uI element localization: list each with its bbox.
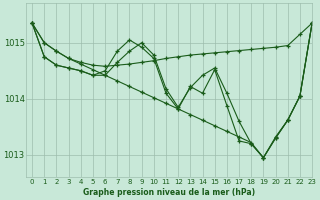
X-axis label: Graphe pression niveau de la mer (hPa): Graphe pression niveau de la mer (hPa) <box>83 188 255 197</box>
